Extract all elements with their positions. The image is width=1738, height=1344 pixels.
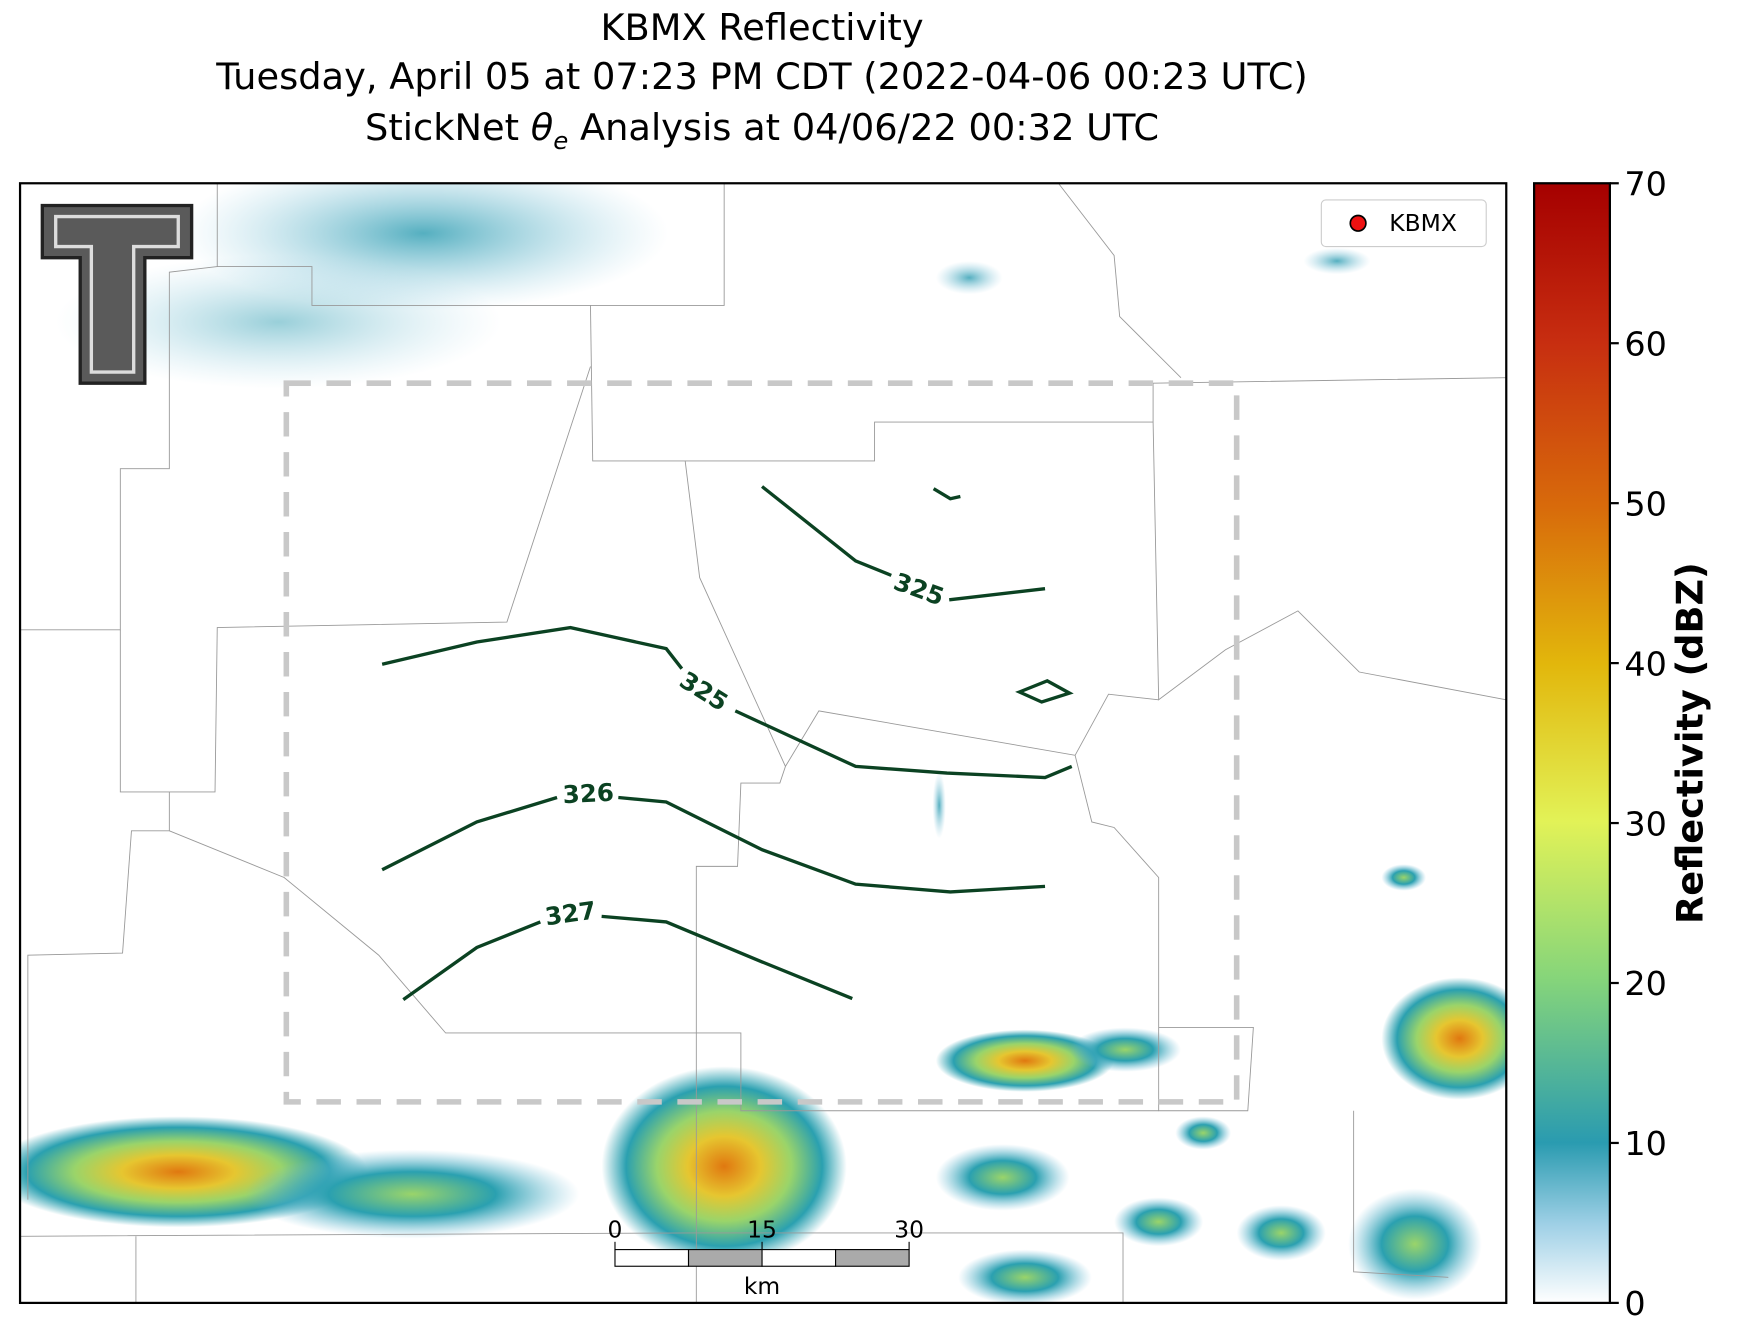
legend-label: KBMX	[1389, 209, 1457, 237]
scale-tick-label: 15	[747, 1215, 777, 1243]
colorbar-tick-label: 10	[1624, 1124, 1667, 1163]
contour-line	[761, 485, 892, 577]
legend-box	[1320, 199, 1487, 248]
scale-unit: km	[744, 1272, 780, 1300]
colorbar-tick-label: 60	[1624, 324, 1667, 363]
colorbar-tick-label: 70	[1624, 165, 1667, 204]
colorbar-label: Reflectivity (dBZ)	[1668, 562, 1711, 924]
contour-line	[601, 914, 853, 1001]
contour-line	[734, 709, 1073, 780]
scale-segment	[687, 1249, 763, 1267]
contour-line	[618, 795, 1046, 894]
contour-line	[932, 487, 961, 501]
scale-segment	[761, 1249, 837, 1267]
contour-line	[381, 795, 558, 872]
scale-segment	[835, 1249, 910, 1267]
map-frame	[18, 182, 1508, 1305]
analysis-prefix: StickNet	[365, 106, 531, 149]
colorbar-tick-label: 0	[1624, 1284, 1645, 1323]
legend: KBMX	[1320, 199, 1487, 248]
colorbar-tick-label: 20	[1624, 964, 1667, 1003]
colorbar-tick-label: 30	[1624, 804, 1667, 843]
subtitle: Tuesday, April 05 at 07:23 PM CDT (2022-…	[215, 55, 1307, 98]
analysis-suffix: Analysis at 04/06/22 00:32 UTC	[568, 106, 1159, 149]
contour-label: 326	[562, 778, 615, 810]
contour-label: 327	[543, 896, 598, 932]
logo	[40, 203, 194, 385]
analysis-title: StickNet θe Analysis at 04/06/22 00:32 U…	[365, 106, 1159, 155]
colorbar-tick-label: 50	[1624, 484, 1667, 523]
scale-tick-label: 30	[894, 1215, 924, 1243]
contour-line	[949, 587, 1046, 602]
theta: θ	[531, 106, 554, 149]
radar-echoes	[20, 183, 1507, 1303]
scale-segment	[614, 1249, 690, 1267]
legend-marker	[1349, 214, 1367, 232]
colorbar-tick-label: 40	[1624, 644, 1667, 683]
theta-subscript: e	[553, 126, 568, 155]
title: KBMX Reflectivity	[600, 6, 923, 49]
colorbar-scale	[1533, 182, 1611, 1305]
analysis-domain	[283, 380, 1240, 1105]
colorbar: Reflectivity (dBZ) 0 10 20 30 40 50 60 70	[1533, 165, 1711, 1323]
county-lines	[20, 183, 1507, 1303]
scale-bar: 0 15 30 km	[608, 1215, 924, 1300]
contour-line	[402, 920, 541, 1002]
contour-line	[1015, 679, 1074, 704]
contour-line	[381, 625, 684, 670]
scale-tick-label: 0	[608, 1215, 623, 1243]
